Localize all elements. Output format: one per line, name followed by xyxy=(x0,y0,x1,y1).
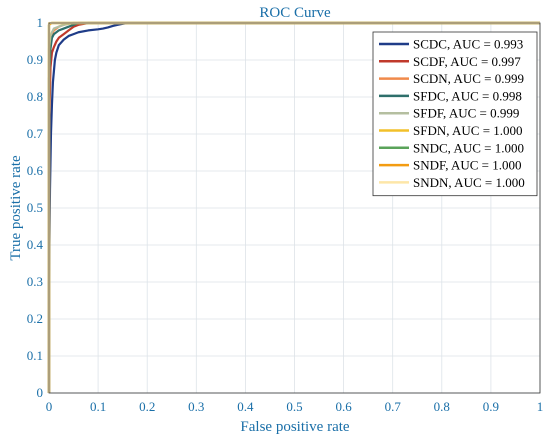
y-tick-label: 0.7 xyxy=(27,126,44,141)
x-tick-label: 0 xyxy=(46,399,53,414)
y-tick-label: 0.8 xyxy=(27,89,43,104)
series-line-scdc xyxy=(47,21,540,393)
y-tick-label: 0.1 xyxy=(27,348,43,363)
y-tick-label: 0.3 xyxy=(27,274,43,289)
legend-entry: SFDF, AUC = 0.999 xyxy=(413,106,519,121)
x-tick-label: 0.4 xyxy=(237,399,254,414)
y-tick-label: 0.2 xyxy=(27,311,43,326)
legend-entry: SFDC, AUC = 0.998 xyxy=(413,88,522,103)
legend-entry: SNDN, AUC = 1.000 xyxy=(413,175,525,190)
legend-entry: SCDN, AUC = 0.999 xyxy=(413,71,524,86)
legend-entry: SCDF, AUC = 0.997 xyxy=(413,54,521,69)
legend: SCDC, AUC = 0.993 SCDF, AUC = 0.997 SCDN, … xyxy=(372,31,538,197)
x-tick-labels: 0 0.1 0.2 0.3 0.4 0.5 0.6 0.7 0.8 0.9 1 xyxy=(46,399,544,414)
chart-title: ROC Curve xyxy=(259,5,331,21)
x-tick-label: 1 xyxy=(537,399,544,414)
x-tick-label: 0.1 xyxy=(90,399,106,414)
y-tick-label: 0.5 xyxy=(27,200,43,215)
y-tick-label: 0.4 xyxy=(27,237,44,252)
x-tick-label: 0.6 xyxy=(335,399,352,414)
x-axis-label: False positive rate xyxy=(240,419,349,435)
legend-entry: SFDN, AUC = 1.000 xyxy=(413,123,523,138)
y-tick-label: 0.9 xyxy=(27,52,43,67)
x-tick-label: 0.7 xyxy=(385,399,402,414)
y-tick-label: 1 xyxy=(37,15,44,30)
plot-frame xyxy=(48,22,541,394)
y-tick-label: 0.6 xyxy=(27,163,44,178)
legend-entry: SNDF, AUC = 1.000 xyxy=(413,158,522,173)
x-tick-label: 0.8 xyxy=(434,399,450,414)
x-tick-label: 0.2 xyxy=(139,399,155,414)
x-tick-label: 0.9 xyxy=(483,399,499,414)
legend-entry: SCDC, AUC = 0.993 xyxy=(413,37,523,52)
legend-entry: SNDC, AUC = 1.000 xyxy=(413,140,524,155)
y-tick-labels: 0 0.1 0.2 0.3 0.4 0.5 0.6 0.7 0.8 0.9 1 xyxy=(27,15,44,400)
y-axis-label: True positive rate xyxy=(8,155,24,261)
x-tick-label: 0.3 xyxy=(188,399,204,414)
y-tick-label: 0 xyxy=(37,385,44,400)
x-tick-label: 0.5 xyxy=(286,399,302,414)
